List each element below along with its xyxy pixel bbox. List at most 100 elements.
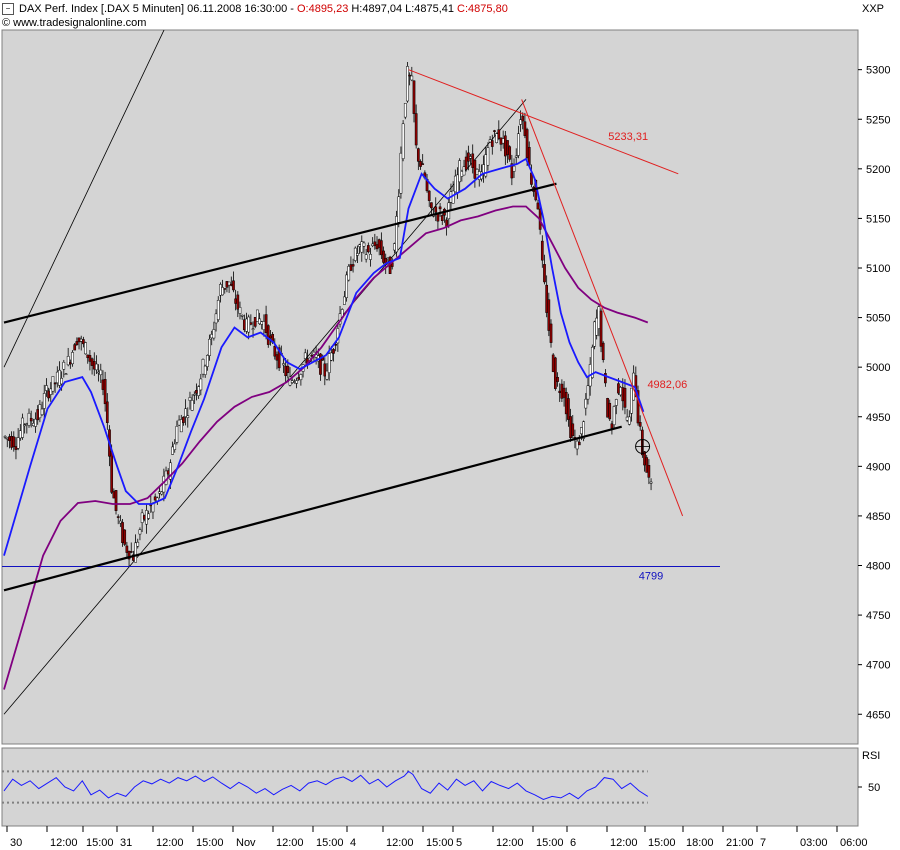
candle-body: [297, 377, 301, 380]
x-tick-label: Nov: [236, 837, 256, 849]
candle-body: [601, 342, 605, 360]
candle-body: [36, 409, 40, 421]
candle-body: [382, 250, 385, 263]
collapse-icon[interactable]: −: [2, 3, 14, 15]
candle-body: [360, 241, 364, 253]
annotation-label: 5233,31: [608, 131, 648, 143]
candle-body: [177, 419, 181, 426]
candle-body: [645, 457, 649, 473]
candle-body: [621, 387, 625, 402]
candle-body: [77, 337, 81, 343]
rsi-line: [3, 770, 649, 801]
candle-body: [556, 377, 559, 382]
y-tick-label: 5000: [866, 362, 890, 374]
candle-body: [560, 383, 564, 399]
candle-body: [567, 398, 570, 420]
candle-body: [430, 202, 433, 209]
candle-body: [45, 385, 48, 391]
candle-body: [86, 354, 90, 359]
candle-body: [3, 436, 7, 438]
x-tick-label: 15:00: [648, 837, 676, 849]
candle-body: [303, 352, 307, 359]
rsi-panel-label: RSI: [862, 750, 881, 762]
candle-body: [142, 515, 146, 520]
candle-body: [577, 441, 581, 446]
candle-body: [275, 354, 279, 361]
candle-body: [245, 318, 248, 332]
candle-body: [166, 470, 170, 475]
candle-body: [597, 306, 601, 329]
candle-body: [593, 321, 596, 347]
candle-body: [427, 190, 431, 201]
candle-body: [617, 383, 620, 394]
candle-body: [182, 416, 185, 423]
candle-body: [5, 437, 9, 440]
candle-body: [371, 243, 375, 247]
candle-body: [82, 339, 85, 345]
candle-body: [506, 140, 509, 155]
candle-body: [469, 156, 472, 159]
candle-body: [101, 379, 105, 390]
candle-body: [251, 328, 255, 331]
candle-body: [456, 174, 459, 193]
candle-body: [545, 284, 549, 313]
candle-body: [25, 423, 29, 425]
y-tick-label: 5200: [866, 164, 890, 176]
candle-body: [171, 446, 174, 455]
x-tick-label: 12:00: [386, 837, 414, 849]
candle-body: [195, 390, 198, 394]
x-tick-label: 12:00: [50, 837, 78, 849]
candle-body: [495, 133, 498, 144]
candle-body: [375, 244, 379, 250]
x-tick-label: 5: [456, 837, 462, 849]
low-value: L:4875,41: [405, 3, 455, 15]
x-tick-label: 30: [10, 837, 22, 849]
x-tick-label: 12:00: [276, 837, 304, 849]
candle-body: [464, 156, 468, 170]
candle-body: [234, 298, 237, 304]
candle-body: [114, 490, 118, 511]
x-tick-label: 21:00: [726, 837, 754, 849]
candle-body: [273, 345, 277, 357]
candle-body: [64, 373, 68, 376]
candle-body: [160, 491, 164, 495]
candle-body: [53, 382, 57, 385]
candle-body: [164, 470, 168, 485]
candle-body: [525, 129, 529, 159]
candle-body: [208, 338, 211, 356]
candle-body: [79, 338, 83, 342]
candle-body: [38, 404, 42, 419]
thin-trendline-lower: [3, 99, 527, 715]
candle-body: [636, 390, 640, 424]
candle-body: [353, 247, 357, 261]
candle-body: [282, 363, 285, 366]
candle-body: [647, 465, 651, 478]
downtrend-line: [521, 99, 684, 517]
thin-trendline-upper: [3, 30, 165, 368]
candle-body: [638, 422, 642, 427]
candle-body: [253, 317, 257, 327]
candle-body: [29, 417, 33, 422]
candle-body: [599, 310, 603, 347]
candle-body: [403, 103, 407, 118]
candle-body: [580, 427, 583, 435]
candle-body: [12, 436, 16, 448]
header-symbol-info: DAX Perf. Index [.DAX 5 Minuten] 06.11.2…: [19, 3, 294, 15]
candle-body: [393, 243, 396, 251]
candle-body: [584, 398, 588, 409]
candle-body: [42, 393, 46, 409]
price-panel-bg: [1, 29, 859, 745]
candle-body: [293, 381, 296, 383]
x-tick-label: 12:00: [610, 837, 638, 849]
x-tick-label: 12:00: [156, 837, 184, 849]
candle-body: [23, 424, 27, 427]
candle-body: [49, 388, 53, 395]
resistance-trendline: [408, 69, 679, 175]
candle-body: [223, 288, 227, 290]
candle-body: [103, 379, 107, 405]
candle-body: [575, 440, 579, 450]
candle-body: [92, 361, 96, 370]
candle-body: [266, 325, 270, 345]
annotation-label: 4982,06: [647, 379, 687, 391]
